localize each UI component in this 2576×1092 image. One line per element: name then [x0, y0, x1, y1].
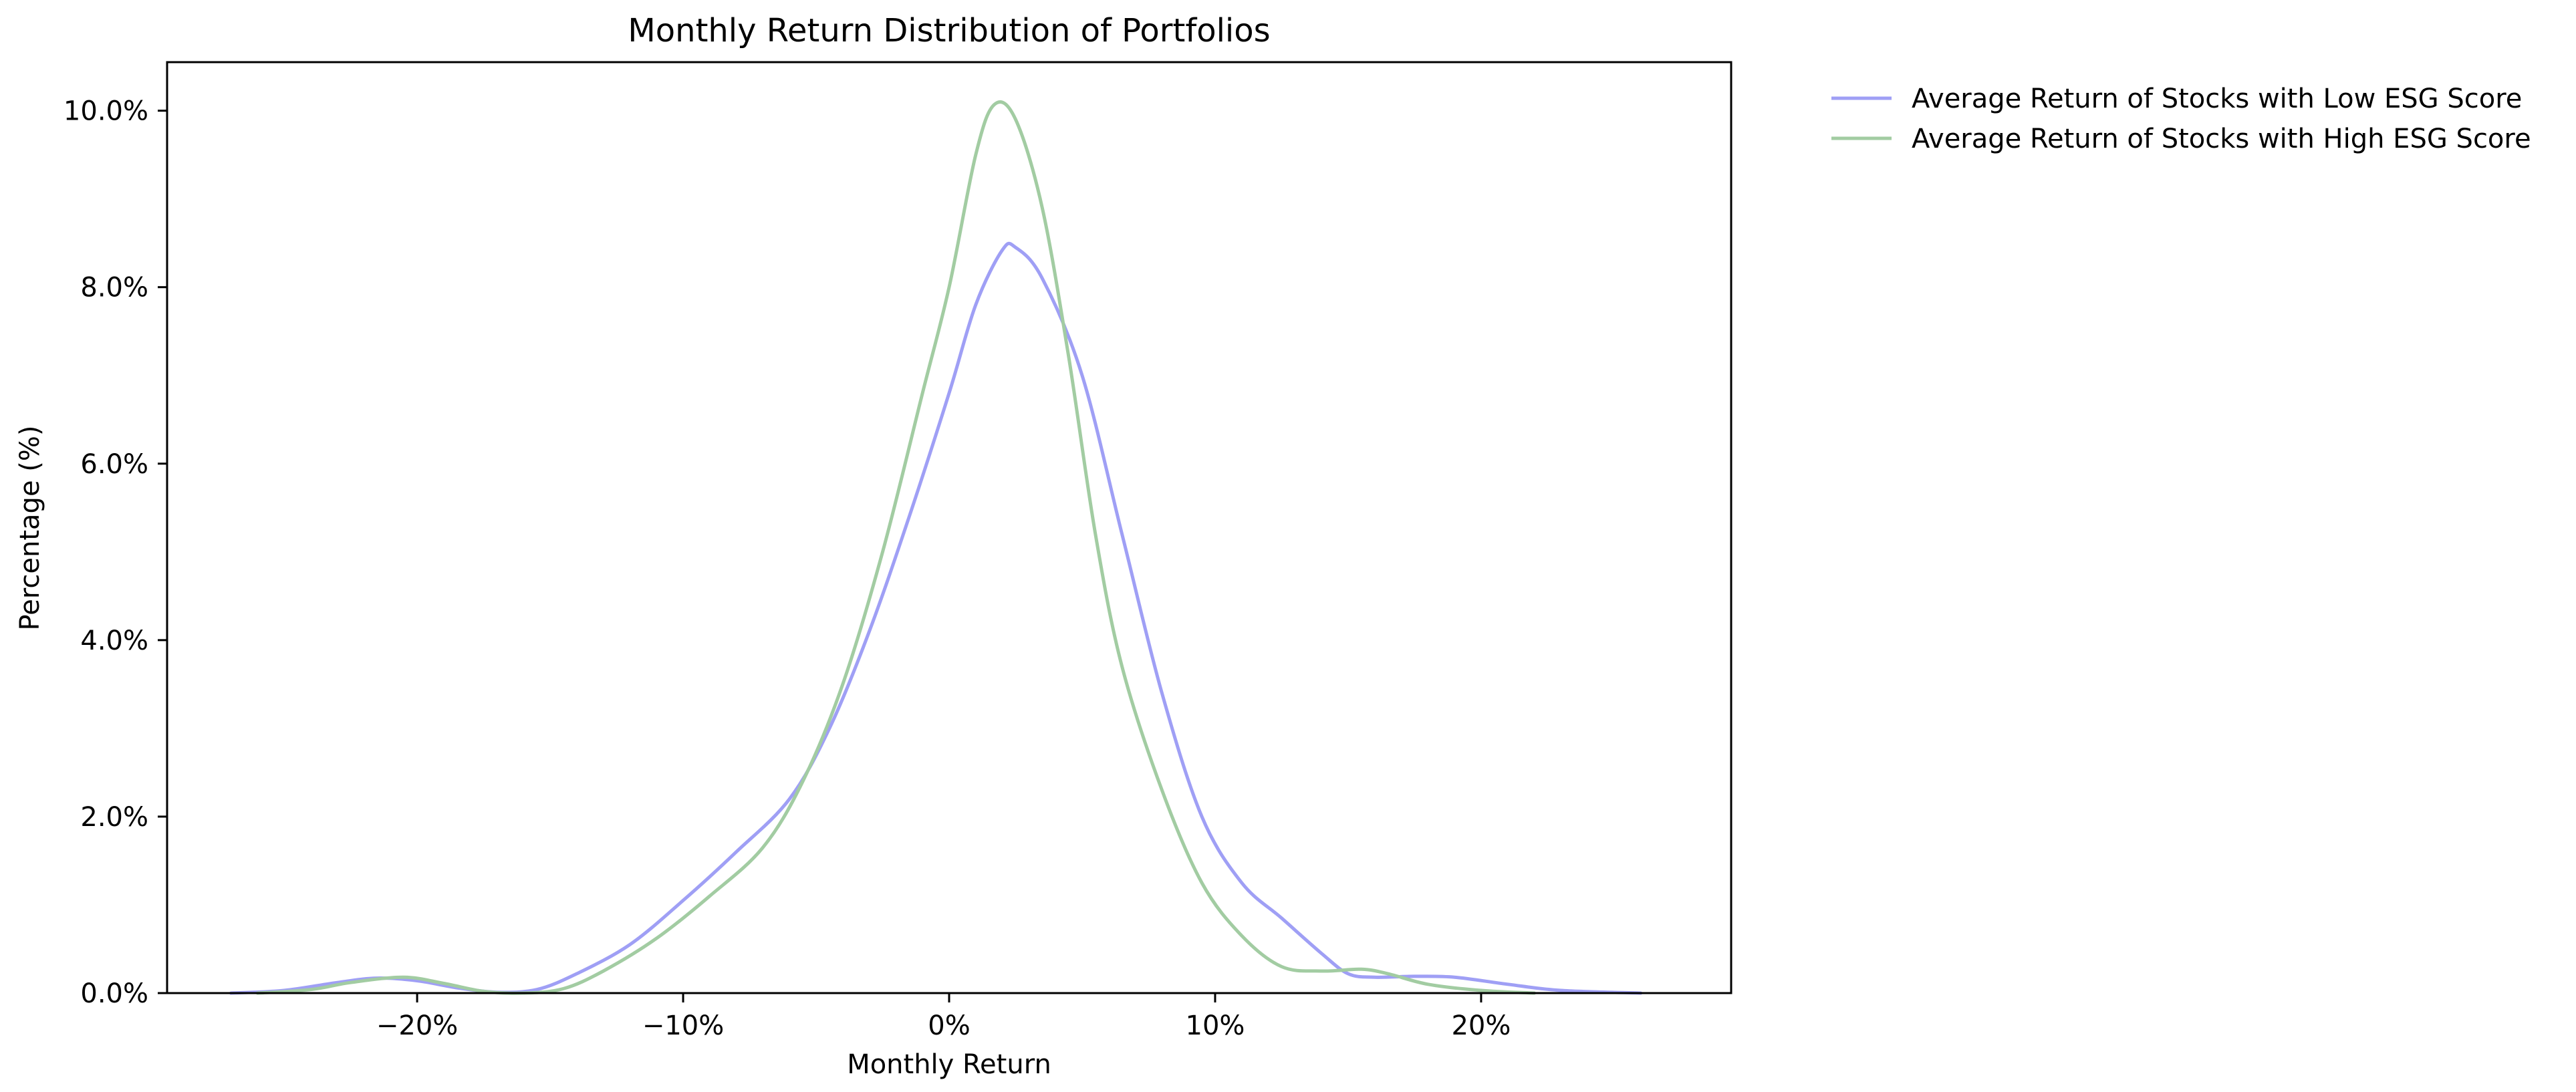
legend-label-low-esg: Average Return of Stocks with Low ESG Sc…: [1912, 84, 2522, 114]
series-line-low-esg: [229, 241, 1643, 995]
x-tick-label: 0%: [928, 1010, 970, 1041]
y-tick-label: 2.0%: [80, 802, 148, 833]
x-axis-ticks: −20% −10% 0% 10% 20%: [376, 993, 1511, 1041]
x-axis-label: Monthly Return: [847, 1049, 1051, 1080]
x-tick-label: 20%: [1451, 1010, 1511, 1041]
plot-area: −20% −10% 0% 10% 20% 0.0% 2.0% 4.0% 6.0% 8.0% 10.…: [63, 61, 1732, 1041]
legend: Average Return of Stocks with Low ESG Sc…: [1831, 84, 2531, 154]
x-tick-label: 10%: [1186, 1010, 1245, 1041]
y-tick-label: 4.0%: [80, 626, 148, 656]
x-tick-label: −10%: [642, 1010, 724, 1041]
series-layer: [229, 100, 1643, 995]
series-line-high-esg: [255, 100, 1536, 995]
y-tick-label: 0.0%: [80, 978, 148, 1009]
x-tick-label: −20%: [376, 1010, 458, 1041]
y-axis-ticks: 0.0% 2.0% 4.0% 6.0% 8.0% 10.0%: [63, 96, 167, 1009]
y-tick-label: 10.0%: [63, 96, 148, 127]
chart-title: Monthly Return Distribution of Portfolio…: [628, 12, 1270, 49]
y-axis-label: Percentage (%): [15, 426, 45, 631]
y-tick-label: 8.0%: [80, 273, 148, 303]
legend-label-high-esg: Average Return of Stocks with High ESG S…: [1912, 124, 2531, 154]
y-tick-label: 6.0%: [80, 449, 148, 480]
plot-frame: [166, 61, 1732, 994]
